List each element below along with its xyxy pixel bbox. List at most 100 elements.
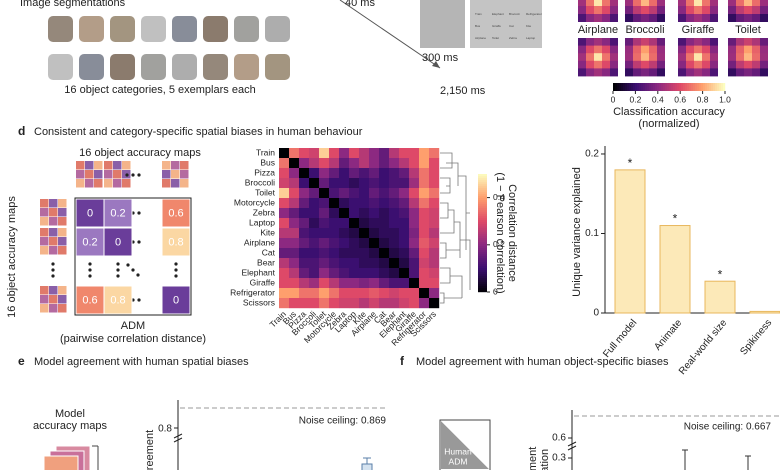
colorbar-cell	[478, 234, 487, 237]
row-label: Giraffe	[250, 277, 276, 287]
heatmap-cell	[289, 228, 300, 239]
colorbar-cell	[615, 83, 618, 91]
heatmap-cell	[349, 148, 360, 159]
heatmap-cell	[279, 198, 290, 209]
heatmap-cell	[379, 298, 390, 309]
heatmap-cell	[349, 158, 360, 169]
heatmap-cell	[359, 178, 370, 189]
heatmap-cell	[289, 268, 300, 279]
heatmap-cell	[389, 218, 400, 229]
colorbar-cell	[478, 220, 487, 223]
map-label: Broccoli	[625, 24, 664, 36]
heatmap-cell	[419, 298, 430, 309]
heatmap-cell	[309, 198, 320, 209]
heatmap-cell	[409, 148, 420, 159]
box-text: Human	[444, 446, 472, 456]
heatmap-cell	[429, 148, 440, 159]
colorbar-cell	[623, 83, 626, 91]
map-cell	[678, 6, 686, 14]
colorbar-cell	[478, 206, 487, 209]
colorbar-cell	[478, 218, 487, 221]
mini-map-cell	[49, 208, 58, 217]
mini-map-cell	[162, 161, 171, 170]
heatmap-cell	[369, 228, 380, 239]
map-cell	[694, 68, 702, 77]
bar	[614, 169, 646, 314]
colorbar-cell	[478, 258, 487, 261]
heatmap-cell	[279, 228, 290, 239]
map-cell	[736, 0, 744, 6]
heatmap-cell	[379, 188, 390, 199]
row-label: Broccoli	[245, 177, 275, 187]
heatmap-cell	[389, 258, 400, 269]
map-cell	[678, 68, 686, 77]
ellipsis-dot	[131, 268, 135, 272]
map-cell	[752, 53, 760, 62]
heatmap-cell	[329, 178, 340, 189]
map-cell	[657, 45, 665, 54]
mini-map-cell	[104, 179, 113, 188]
adm-value: 0	[173, 294, 179, 306]
bar	[659, 225, 691, 314]
map-cell	[602, 14, 610, 22]
heatmap-cell	[399, 228, 410, 239]
colorbar-cell	[478, 174, 487, 177]
y-axis-label: reement	[144, 430, 156, 470]
row-label: Scissors	[243, 297, 275, 307]
heatmap: TrainTrainBusBusPizzaPizzaBroccoliBrocco…	[230, 147, 440, 348]
colorbar-cell	[478, 194, 487, 197]
row-label: Train	[256, 147, 275, 157]
map-cell	[678, 53, 686, 62]
colorbar-cell	[478, 232, 487, 235]
row-label: Toilet	[255, 187, 275, 197]
heatmap-cell	[369, 178, 380, 189]
colorbar-cell	[691, 83, 694, 91]
object-icon	[141, 16, 166, 42]
colorbar-cell	[671, 83, 674, 91]
heatmap-cell	[349, 198, 360, 209]
y-axis-label: lation	[539, 449, 551, 470]
colorbar-cell	[478, 276, 487, 279]
map-cell	[594, 60, 602, 69]
colorbar-cell	[633, 83, 636, 91]
heatmap-cell	[339, 208, 350, 219]
map-cell	[633, 45, 641, 54]
heatmap-cell	[339, 178, 350, 189]
map-cell	[686, 60, 694, 69]
response-word: Cat	[509, 24, 514, 28]
colorbar-cell	[478, 252, 487, 255]
heatmap-cell	[369, 258, 380, 269]
map-cell	[641, 60, 649, 69]
heatmap-cell	[429, 178, 440, 189]
heatmap-cell	[419, 158, 430, 169]
map-cell	[710, 6, 718, 14]
colorbar-tick-label: 1.0	[719, 94, 731, 104]
colorbar-cell	[669, 83, 672, 91]
heatmap-cell	[319, 188, 330, 199]
map-cell	[633, 38, 641, 46]
mini-map-cell	[49, 228, 58, 237]
colorbar-cell	[653, 83, 656, 91]
map-cell	[752, 6, 760, 14]
adm-value: 0	[87, 207, 93, 219]
map-cell	[702, 53, 710, 62]
map-cell	[578, 0, 586, 6]
colorbar-cell	[478, 248, 487, 251]
colorbar-cell	[689, 83, 692, 91]
object-icon	[265, 54, 290, 80]
mini-map-cell	[171, 161, 180, 170]
colorbar-cell	[478, 202, 487, 205]
response-word: Refrigerator	[526, 12, 542, 16]
heatmap-cell	[289, 168, 300, 179]
heatmap-cell	[359, 158, 370, 169]
heatmap-cell	[349, 298, 360, 309]
heatmap-cell	[349, 278, 360, 289]
heatmap-cell	[359, 228, 370, 239]
heatmap-cell	[359, 188, 370, 199]
adm-triangle	[441, 421, 489, 469]
heatmap-cell	[429, 208, 440, 219]
heatmap-cell	[409, 208, 420, 219]
distance-colorbar: 0 0.2 0.4	[478, 174, 505, 296]
map-cell	[602, 6, 610, 14]
heatmap-cell	[389, 268, 400, 279]
